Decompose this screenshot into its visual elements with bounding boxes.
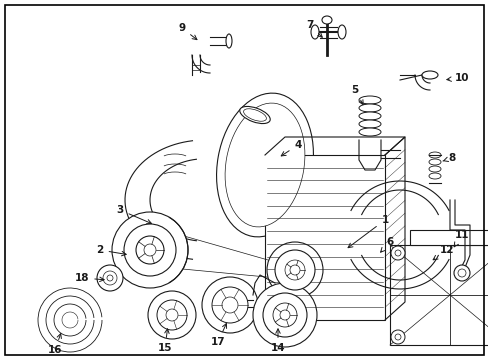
Circle shape <box>112 212 187 288</box>
Text: 8: 8 <box>442 153 455 163</box>
Ellipse shape <box>310 25 318 39</box>
Text: 11: 11 <box>453 230 468 247</box>
Bar <box>389 245 488 345</box>
Ellipse shape <box>428 159 440 165</box>
Bar <box>264 155 384 320</box>
Circle shape <box>252 283 316 347</box>
Ellipse shape <box>428 152 440 158</box>
Ellipse shape <box>225 34 231 48</box>
Circle shape <box>394 250 400 256</box>
Circle shape <box>212 287 247 323</box>
Circle shape <box>289 265 299 275</box>
Ellipse shape <box>358 104 380 112</box>
Ellipse shape <box>239 107 270 123</box>
Text: 4: 4 <box>281 140 301 156</box>
Circle shape <box>272 303 296 327</box>
Circle shape <box>165 309 178 321</box>
Text: 14: 14 <box>270 329 285 353</box>
Circle shape <box>136 236 163 264</box>
Text: 15: 15 <box>158 329 172 353</box>
Text: 5: 5 <box>351 85 363 105</box>
Ellipse shape <box>358 96 380 104</box>
Circle shape <box>394 334 400 340</box>
Circle shape <box>274 250 314 290</box>
Text: 10: 10 <box>446 73 468 83</box>
Bar <box>409 230 488 245</box>
Text: 9: 9 <box>178 23 197 40</box>
Text: 18: 18 <box>75 273 104 283</box>
Ellipse shape <box>421 71 437 79</box>
Ellipse shape <box>358 120 380 128</box>
Circle shape <box>202 277 258 333</box>
Circle shape <box>266 242 323 298</box>
Text: 16: 16 <box>48 334 62 355</box>
Circle shape <box>103 271 117 285</box>
Circle shape <box>222 297 238 313</box>
Circle shape <box>390 330 404 344</box>
Circle shape <box>457 269 465 277</box>
Circle shape <box>453 265 469 281</box>
Circle shape <box>143 244 156 256</box>
Ellipse shape <box>216 93 313 237</box>
Text: 1: 1 <box>347 215 388 248</box>
Ellipse shape <box>224 103 305 227</box>
Text: 7: 7 <box>305 20 322 37</box>
Text: 2: 2 <box>96 245 126 256</box>
Circle shape <box>263 293 306 337</box>
Ellipse shape <box>358 128 380 136</box>
Circle shape <box>97 265 123 291</box>
Circle shape <box>280 310 289 320</box>
Circle shape <box>157 300 186 330</box>
Ellipse shape <box>243 109 266 121</box>
Circle shape <box>124 224 176 276</box>
Ellipse shape <box>428 173 440 179</box>
Text: 13: 13 <box>0 359 1 360</box>
Ellipse shape <box>358 112 380 120</box>
Ellipse shape <box>428 166 440 172</box>
Text: 12: 12 <box>432 245 453 260</box>
Circle shape <box>285 260 305 280</box>
Text: 3: 3 <box>116 205 151 224</box>
Ellipse shape <box>337 25 346 39</box>
Circle shape <box>107 275 113 281</box>
Text: 17: 17 <box>210 324 226 347</box>
Circle shape <box>390 246 404 260</box>
Text: 6: 6 <box>380 237 393 252</box>
Circle shape <box>148 291 196 339</box>
Ellipse shape <box>321 16 331 24</box>
